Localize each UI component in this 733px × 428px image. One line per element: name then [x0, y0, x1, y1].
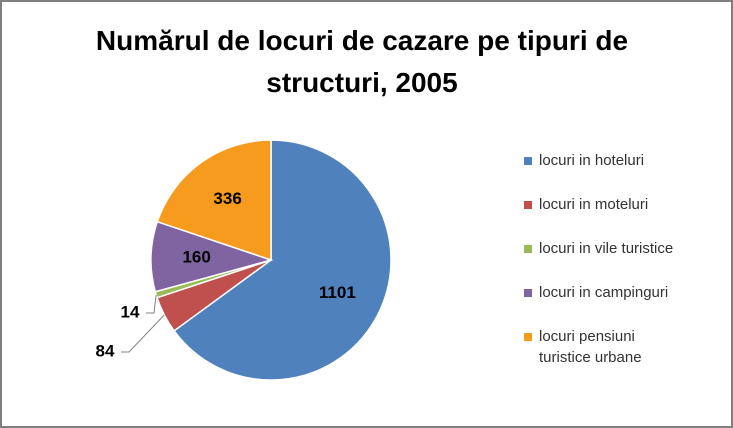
leader-line — [146, 294, 157, 314]
legend-label: locuri in campinguri — [539, 284, 669, 301]
data-label: 160 — [182, 247, 210, 266]
data-label: 336 — [213, 189, 241, 208]
legend-label: locuri pensiuni turistice urbane — [539, 328, 642, 366]
legend-label: locuri in vile turistice — [539, 240, 674, 257]
leader-line — [121, 314, 165, 353]
legend-swatch — [524, 157, 532, 165]
data-label: 84 — [96, 341, 115, 360]
legend-item: locuri in campinguri — [524, 282, 724, 303]
legend-item: locuri in hoteluri — [524, 150, 724, 171]
legend-label: locuri in hoteluri — [539, 152, 645, 169]
legend-label: locuri in moteluri — [539, 196, 649, 213]
data-label: 1101 — [319, 283, 356, 302]
pie-slice — [156, 139, 272, 262]
legend-swatch — [524, 201, 532, 209]
pie-slice — [173, 139, 392, 381]
legend-swatch — [524, 289, 532, 297]
chart-title: Numărul de locuri de cazare pe tipuri de… — [95, 25, 629, 98]
legend-item: locuri in vile turistice — [524, 238, 724, 259]
data-label: 14 — [121, 302, 140, 321]
legend-swatch — [524, 245, 532, 253]
legend-swatch — [524, 333, 532, 341]
legend: locuri in hoteluri locuri in moteluri locu… — [524, 150, 724, 391]
legend-item: locuri in moteluri — [524, 194, 724, 215]
legend-item: locuri pensiuni turistice urbane — [524, 326, 674, 368]
